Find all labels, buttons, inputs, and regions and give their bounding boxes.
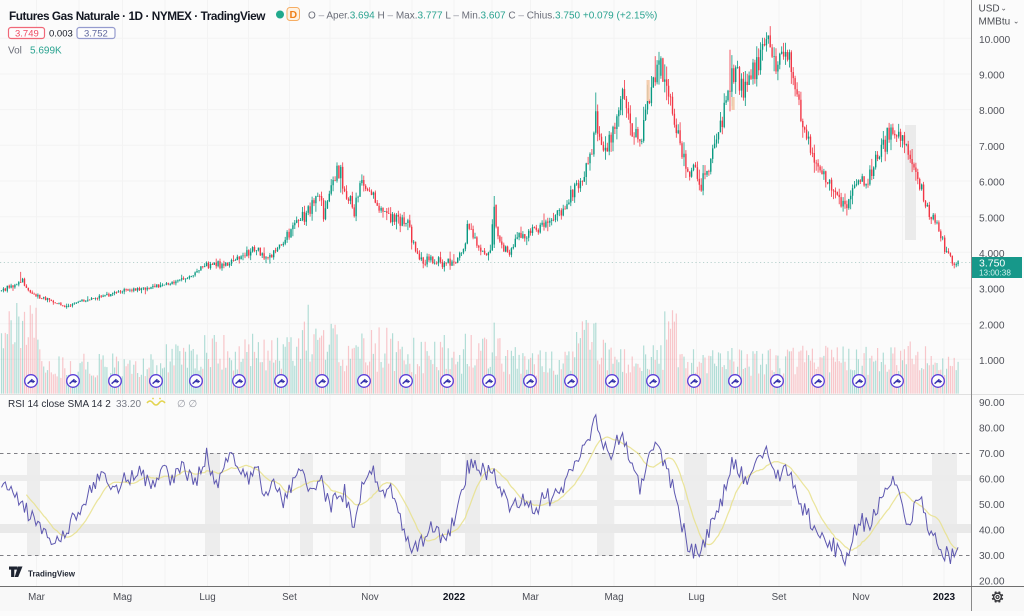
- svg-text:5.000: 5.000: [979, 213, 1005, 224]
- svg-text:Nov: Nov: [852, 592, 870, 603]
- svg-text:13:00:38: 13:00:38: [979, 269, 1011, 278]
- svg-text:Mar: Mar: [28, 592, 46, 603]
- svg-text:USD: USD: [979, 4, 1000, 15]
- svg-text:2.000: 2.000: [979, 320, 1005, 331]
- svg-text:6.000: 6.000: [979, 178, 1005, 189]
- svg-text:Lug: Lug: [199, 592, 215, 603]
- svg-text:Nov: Nov: [361, 592, 379, 603]
- svg-text:TradingView: TradingView: [28, 570, 76, 579]
- svg-text:⌄: ⌄: [1001, 4, 1007, 13]
- svg-text:∅ ∅: ∅ ∅: [177, 399, 197, 410]
- svg-text:Vol: Vol: [8, 46, 22, 57]
- svg-text:90.00: 90.00: [979, 398, 1005, 409]
- svg-text:70.00: 70.00: [979, 449, 1005, 460]
- svg-text:RSI 14 close SMA 14 2: RSI 14 close SMA 14 2: [8, 399, 111, 410]
- svg-text:3.752: 3.752: [84, 29, 108, 40]
- svg-text:50.00: 50.00: [979, 500, 1005, 511]
- svg-text:8.000: 8.000: [979, 106, 1005, 117]
- svg-text:30.00: 30.00: [979, 551, 1005, 562]
- svg-text:Set: Set: [282, 592, 297, 603]
- svg-text:40.00: 40.00: [979, 526, 1005, 537]
- svg-text:Mar: Mar: [522, 592, 540, 603]
- svg-text:Futures Gas Naturale · 1D · NY: Futures Gas Naturale · 1D · NYMEX · Trad…: [9, 9, 266, 23]
- svg-text:MMBtu: MMBtu: [979, 17, 1011, 28]
- svg-text:2022: 2022: [443, 592, 466, 603]
- svg-text:0.003: 0.003: [49, 29, 73, 40]
- svg-text:1.000: 1.000: [979, 356, 1005, 367]
- svg-text:5.699K: 5.699K: [30, 46, 62, 57]
- svg-text:7.000: 7.000: [979, 142, 1005, 153]
- svg-text:3.749: 3.749: [15, 29, 39, 40]
- svg-text:9.000: 9.000: [979, 71, 1005, 82]
- svg-text:Mag: Mag: [604, 592, 623, 603]
- svg-text:2023: 2023: [933, 592, 956, 603]
- svg-text:O – Aper.3.694 H – Max.3.777: O – Aper.3.694 H – Max.3.777 L – Min.3.6…: [308, 11, 657, 22]
- svg-text:D: D: [290, 9, 298, 21]
- svg-text:10.000: 10.000: [979, 35, 1010, 46]
- svg-text:20.00: 20.00: [979, 577, 1005, 588]
- svg-text:3.750: 3.750: [979, 258, 1005, 270]
- svg-text:Mag: Mag: [113, 592, 132, 603]
- svg-text:80.00: 80.00: [979, 424, 1005, 435]
- svg-text:⌄: ⌄: [1013, 17, 1019, 26]
- svg-text:Set: Set: [772, 592, 787, 603]
- svg-text:3.000: 3.000: [979, 285, 1005, 296]
- svg-text:Lug: Lug: [688, 592, 704, 603]
- svg-text:4.000: 4.000: [979, 249, 1005, 260]
- svg-text:33.20: 33.20: [116, 399, 141, 410]
- svg-text:60.00: 60.00: [979, 475, 1005, 486]
